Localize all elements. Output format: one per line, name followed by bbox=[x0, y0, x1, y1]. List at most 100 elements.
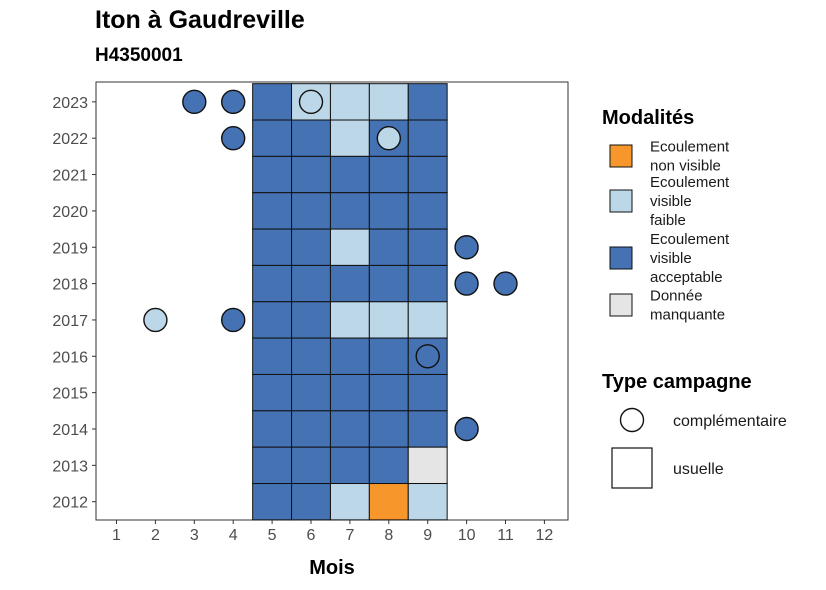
legend-key-label: non visible bbox=[650, 158, 721, 175]
legend-type-tile bbox=[611, 447, 653, 489]
heatmap-cell bbox=[329, 337, 370, 375]
legend-key-swatch bbox=[609, 293, 633, 317]
heatmap-cell bbox=[291, 155, 331, 194]
heatmap-cell bbox=[368, 410, 409, 448]
heatmap-cell bbox=[329, 410, 370, 448]
y-tick-label: 2023 bbox=[52, 95, 88, 112]
x-tick-label: 2 bbox=[151, 527, 160, 544]
heatmap-cell bbox=[407, 373, 448, 412]
heatmap-cell bbox=[291, 264, 331, 303]
heatmap-cell bbox=[252, 373, 293, 412]
x-tick-label: 1 bbox=[112, 527, 121, 544]
legend-key-swatch bbox=[609, 189, 633, 213]
heatmap-cell bbox=[291, 410, 331, 448]
heatmap-cell bbox=[407, 301, 448, 339]
heatmap-cell bbox=[252, 119, 293, 157]
heatmap-cell bbox=[368, 373, 409, 412]
x-tick-label: 4 bbox=[229, 527, 238, 544]
heatmap-cell bbox=[368, 483, 409, 521]
y-tick-label: 2018 bbox=[52, 277, 88, 294]
heatmap-cell bbox=[291, 337, 331, 375]
heatmap-cell bbox=[252, 192, 293, 230]
heatmap-cell bbox=[407, 410, 448, 448]
campaign-point bbox=[376, 125, 401, 151]
heatmap-cell bbox=[252, 228, 293, 266]
legend-key-label: visible bbox=[650, 250, 692, 267]
heatmap-cell bbox=[291, 192, 331, 230]
campaign-point bbox=[298, 89, 324, 115]
heatmap-cell bbox=[252, 155, 293, 194]
heatmap-cell bbox=[329, 192, 370, 230]
x-tick-label: 8 bbox=[384, 527, 393, 544]
legend-key-label: manquante bbox=[650, 307, 725, 324]
x-tick-label: 12 bbox=[536, 527, 554, 544]
heatmap-cell bbox=[291, 446, 331, 485]
campaign-point bbox=[220, 125, 246, 151]
heatmap-cell bbox=[368, 155, 409, 194]
heatmap-cell bbox=[368, 83, 409, 121]
chart-title: Iton à Gaudreville bbox=[95, 6, 305, 34]
legend-key-swatch bbox=[609, 144, 633, 168]
legend-key-label: Ecoulement bbox=[650, 139, 730, 156]
heatmap-cell bbox=[252, 264, 293, 303]
y-tick-label: 2020 bbox=[52, 204, 88, 221]
heatmap-cell bbox=[252, 446, 293, 485]
legend-title-modalites: Modalités bbox=[602, 107, 694, 129]
heatmap-cell bbox=[368, 192, 409, 230]
heatmap-cell bbox=[368, 446, 409, 485]
heatmap-cell bbox=[329, 83, 370, 121]
x-tick-label: 3 bbox=[190, 527, 199, 544]
heatmap-cell bbox=[407, 119, 448, 157]
heatmap-cell bbox=[291, 301, 331, 339]
y-tick-label: 2012 bbox=[52, 495, 88, 512]
heatmap-cell bbox=[407, 192, 448, 230]
heatmap-cell bbox=[407, 228, 448, 266]
legend-key-label: acceptable bbox=[650, 269, 723, 286]
heatmap-cell bbox=[407, 483, 448, 521]
heatmap-cell bbox=[291, 483, 331, 521]
legend-key-label: Ecoulement bbox=[650, 174, 730, 191]
legend-key-label: Donnée bbox=[650, 288, 703, 305]
x-tick-label: 10 bbox=[458, 527, 476, 544]
heatmap-cell bbox=[291, 228, 331, 266]
x-axis-title: Mois bbox=[309, 557, 355, 579]
heatmap-cell bbox=[407, 446, 448, 485]
y-tick-label: 2017 bbox=[52, 313, 88, 330]
y-tick-label: 2015 bbox=[52, 386, 88, 403]
heatmap-cell bbox=[252, 83, 293, 121]
heatmap-cell bbox=[407, 264, 448, 303]
legend-type-point bbox=[619, 407, 645, 433]
campaign-point bbox=[415, 344, 440, 369]
campaign-point bbox=[220, 307, 246, 333]
campaign-point bbox=[454, 416, 479, 442]
campaign-point bbox=[454, 235, 479, 260]
heatmap-cell bbox=[329, 301, 370, 339]
y-tick-label: 2013 bbox=[52, 458, 88, 475]
heatmap-cell bbox=[329, 264, 370, 303]
y-tick-label: 2014 bbox=[52, 422, 88, 439]
legend-type-label: usuelle bbox=[673, 461, 724, 478]
heatmap-cell bbox=[252, 337, 293, 375]
heatmap-cell bbox=[368, 337, 409, 375]
heatmap-cell bbox=[252, 301, 293, 339]
heatmap-cell bbox=[368, 228, 409, 266]
heatmap-cell bbox=[407, 155, 448, 194]
heatmap-cell bbox=[329, 446, 370, 485]
campaign-point bbox=[493, 271, 518, 296]
legend-key-label: Ecoulement bbox=[650, 231, 730, 248]
heatmap-cell bbox=[329, 483, 370, 521]
heatmap-cell bbox=[329, 228, 370, 266]
campaign-point bbox=[182, 89, 207, 115]
legend-key-swatch bbox=[609, 246, 633, 270]
legend-key-label: visible bbox=[650, 193, 692, 210]
y-tick-label: 2016 bbox=[52, 349, 88, 366]
campaign-point bbox=[454, 271, 479, 296]
chart-subtitle: H4350001 bbox=[95, 45, 183, 66]
legend-type-label: complémentaire bbox=[673, 413, 787, 430]
heatmap-cell bbox=[368, 264, 409, 303]
heatmap-cell bbox=[252, 410, 293, 448]
y-tick-label: 2019 bbox=[52, 240, 88, 257]
heatmap-cell bbox=[291, 119, 331, 157]
heatmap-cell bbox=[329, 119, 370, 157]
